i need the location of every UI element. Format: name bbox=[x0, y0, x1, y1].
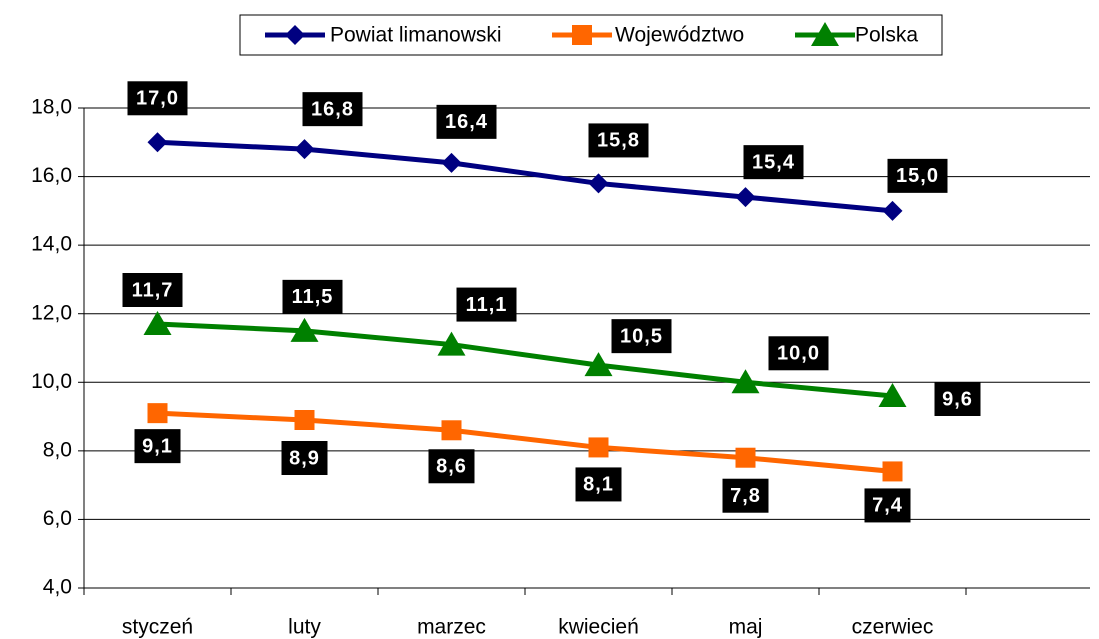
value-label: 8,6 bbox=[436, 456, 467, 478]
y-tick-label: 6,0 bbox=[43, 507, 72, 530]
series-line bbox=[157, 410, 893, 474]
value-label: 7,4 bbox=[872, 495, 903, 517]
y-tick-label: 14,0 bbox=[31, 233, 72, 256]
y-tick-label: 8,0 bbox=[43, 438, 72, 461]
series-line bbox=[157, 321, 893, 399]
value-label: 16,4 bbox=[445, 111, 488, 133]
marker bbox=[584, 352, 613, 377]
value-label-box bbox=[281, 441, 328, 475]
value-label: 8,1 bbox=[583, 474, 614, 496]
value-label: 8,9 bbox=[289, 447, 320, 469]
marker bbox=[147, 403, 168, 424]
value-label-box bbox=[436, 104, 497, 139]
value-label: 15,0 bbox=[896, 165, 939, 187]
value-label-box bbox=[302, 92, 363, 127]
value-label: 16,8 bbox=[311, 98, 354, 120]
value-label: 10,5 bbox=[620, 325, 663, 347]
marker bbox=[878, 383, 907, 407]
marker bbox=[294, 139, 315, 160]
y-tick-label: 18,0 bbox=[31, 96, 72, 119]
x-tick-label: kwiecień bbox=[558, 616, 639, 639]
value-label: 11,5 bbox=[292, 286, 334, 308]
marker bbox=[882, 461, 903, 482]
marker bbox=[441, 420, 462, 441]
value-label-box bbox=[134, 429, 181, 464]
x-tick-label: luty bbox=[288, 616, 321, 639]
legend-label: Powiat limanowski bbox=[330, 24, 502, 47]
legend-label: Polska bbox=[855, 24, 918, 47]
marker bbox=[437, 331, 466, 356]
value-label-box bbox=[456, 287, 517, 322]
marker bbox=[735, 447, 756, 468]
marker bbox=[285, 25, 305, 45]
y-tick-label: 16,0 bbox=[31, 164, 72, 187]
value-label-box bbox=[588, 123, 649, 158]
marker bbox=[572, 25, 592, 45]
value-label-box bbox=[768, 336, 829, 371]
marker bbox=[143, 311, 172, 335]
value-label: 15,8 bbox=[597, 130, 640, 152]
marker bbox=[811, 22, 839, 46]
marker bbox=[735, 187, 756, 208]
value-label-box bbox=[864, 488, 911, 523]
marker bbox=[731, 369, 760, 394]
value-label-box bbox=[722, 478, 769, 513]
y-tick-label: 12,0 bbox=[31, 301, 72, 324]
marker bbox=[441, 152, 462, 173]
value-label: 17,0 bbox=[136, 88, 179, 110]
value-label-box bbox=[611, 319, 672, 354]
series-line bbox=[157, 139, 893, 214]
value-label-box bbox=[743, 145, 804, 180]
value-label: 11,7 bbox=[132, 279, 174, 301]
value-label-box bbox=[575, 467, 622, 502]
value-label: 9,1 bbox=[142, 435, 173, 457]
value-label-box bbox=[122, 273, 183, 307]
x-tick-label: czerwiec bbox=[852, 616, 934, 639]
value-label-box bbox=[282, 279, 343, 314]
value-label-box bbox=[934, 382, 981, 416]
y-tick-label: 4,0 bbox=[43, 576, 72, 599]
value-label: 15,4 bbox=[752, 151, 795, 173]
marker bbox=[588, 437, 609, 458]
marker bbox=[294, 410, 315, 430]
value-label: 7,8 bbox=[730, 485, 761, 507]
value-label-box bbox=[887, 158, 948, 193]
legend-label: Województwo bbox=[615, 24, 744, 47]
x-tick-label: maj bbox=[729, 616, 763, 639]
y-tick-label: 10,0 bbox=[31, 370, 72, 393]
marker bbox=[290, 317, 319, 342]
marker bbox=[588, 173, 609, 194]
value-label: 9,6 bbox=[942, 388, 973, 410]
x-tick-label: styczeń bbox=[122, 616, 193, 639]
value-label-box bbox=[428, 449, 475, 484]
marker bbox=[882, 200, 903, 221]
value-label: 11,1 bbox=[466, 294, 508, 316]
x-tick-label: marzec bbox=[417, 616, 486, 639]
marker bbox=[147, 132, 168, 153]
value-label: 10,0 bbox=[777, 343, 820, 365]
value-label-box bbox=[127, 81, 188, 116]
